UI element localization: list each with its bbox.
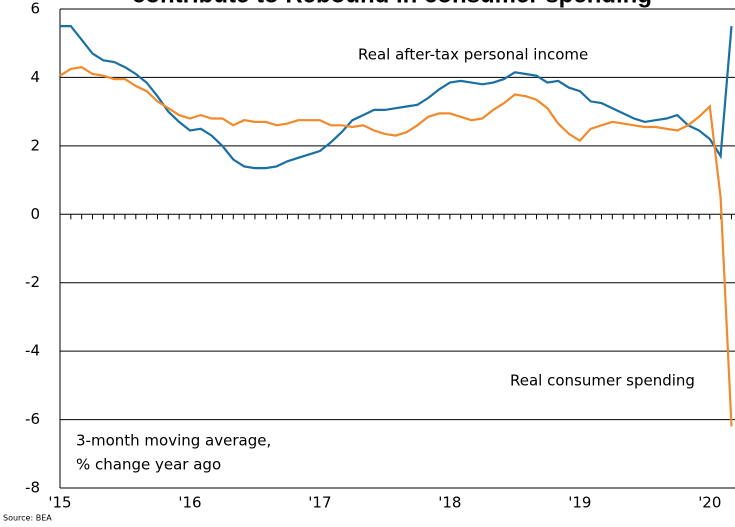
y-tick-label: 6 [30, 0, 40, 18]
x-tick-label: '17 [308, 494, 331, 512]
y-tick-label: -8 [25, 479, 40, 497]
x-tick-label: '19 [568, 494, 591, 512]
chart-title: contribute to Rebound in consumer spendi… [132, 0, 652, 8]
y-tick-label: 2 [30, 136, 40, 154]
line-series [60, 25, 733, 170]
x-tick-label: '18 [438, 494, 461, 512]
y-tick-label: -4 [25, 342, 40, 360]
annotation: Real after-tax personal income [358, 46, 588, 64]
annotation: Real consumer spending [510, 372, 695, 390]
y-tick-label: 0 [30, 205, 40, 223]
x-tick-label: '15 [48, 494, 71, 512]
line-series [59, 66, 733, 427]
annotation: % change year ago [76, 456, 221, 474]
y-tick-label: 4 [30, 68, 40, 86]
x-tick-label: '20 [698, 494, 721, 512]
annotation: 3-month moving average, [76, 432, 271, 450]
y-tick-label: -6 [25, 410, 40, 428]
y-tick-label: -2 [25, 273, 40, 291]
source: Source: BEA [3, 514, 52, 523]
x-tick-label: '16 [178, 494, 201, 512]
